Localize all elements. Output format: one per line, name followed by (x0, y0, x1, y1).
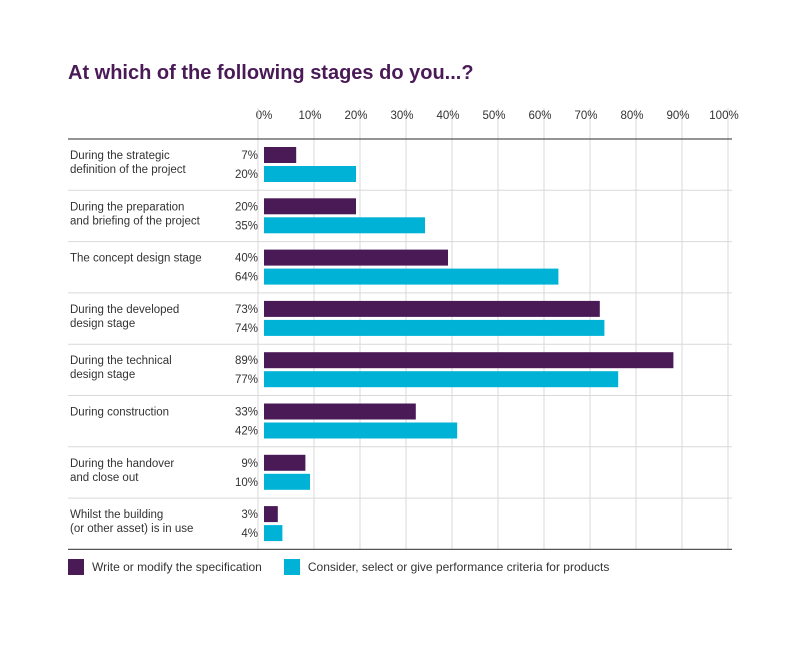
x-tick-label: 60% (528, 110, 551, 122)
bar-series-1 (264, 147, 297, 163)
data-label-series-1: 9% (241, 458, 258, 470)
category-label-line: The concept design stage (70, 253, 202, 265)
category-label-line: During the developed (70, 304, 179, 316)
category-label-line: During the preparation (70, 201, 184, 213)
legend-swatch-series-2 (283, 559, 300, 575)
category-label-line: definition of the project (70, 164, 187, 176)
bar-series-2 (264, 268, 559, 285)
category-label-line: During the strategic (70, 150, 170, 162)
data-label-series-1: 73% (235, 304, 258, 316)
legend: Write or modify the specification Consid… (68, 559, 631, 575)
x-tick-label: 40% (436, 110, 459, 122)
bar-series-1 (264, 300, 600, 317)
bar-series-1 (264, 249, 448, 266)
x-tick-label: 50% (482, 110, 505, 122)
x-tick-label: 30% (390, 110, 413, 122)
bar-series-1 (264, 352, 674, 369)
x-tick-label: 10% (298, 110, 321, 122)
legend-item-series-1: Write or modify the specification (68, 559, 262, 575)
x-tick-label: 80% (620, 110, 643, 122)
x-tick-label: 90% (666, 110, 689, 122)
bar-series-2 (264, 217, 425, 234)
data-label-series-2: 74% (235, 323, 258, 335)
category-label: During construction (70, 407, 169, 419)
chart-title: At which of the following stages do you.… (68, 62, 474, 84)
data-label-series-1: 20% (235, 201, 258, 213)
legend-label-series-2: Consider, select or give performance cri… (307, 560, 610, 574)
data-label-series-2: 35% (235, 220, 258, 232)
bar-series-2 (264, 525, 283, 542)
category-label: The concept design stage (70, 253, 202, 265)
category-label-line: design stage (70, 318, 135, 330)
category-label-line: During the handover (70, 458, 174, 470)
bar-series-2 (264, 473, 310, 490)
category-label-line: During the technical (70, 355, 172, 367)
category-label: During the strategic definition of the pr… (70, 150, 187, 176)
x-tick-label: 70% (574, 110, 597, 122)
data-label-series-2: 42% (235, 426, 258, 438)
x-tick-label: 100% (709, 110, 738, 122)
category-label-line: and close out (70, 472, 139, 484)
data-label-series-1: 7% (241, 150, 258, 162)
category-label: During the developed design stage (70, 304, 179, 330)
data-label-series-2: 77% (235, 374, 258, 386)
category-label-line: During construction (70, 407, 169, 419)
data-label-series-2: 4% (241, 528, 258, 540)
bar-series-2 (264, 319, 605, 336)
category-label: During the technical design stage (70, 355, 172, 381)
data-label-series-1: 33% (235, 407, 258, 419)
bar-series-1 (264, 454, 306, 471)
category-label: Whilst the building (or other asset) is i… (70, 509, 193, 535)
category-label-line: and briefing of the project (70, 215, 201, 227)
data-label-series-2: 10% (235, 477, 258, 489)
data-label-series-1: 40% (235, 253, 258, 265)
legend-item-series-2: Consider, select or give performance cri… (283, 559, 610, 575)
category-label-line: design stage (70, 369, 135, 381)
category-label: During the preparation and briefing of th… (70, 201, 201, 227)
category-label: During the handover and close out (70, 458, 174, 484)
legend-label-series-1: Write or modify the specification (92, 560, 262, 574)
data-label-series-1: 3% (241, 509, 258, 521)
category-label-line: Whilst the building (70, 509, 163, 521)
data-label-series-2: 64% (235, 272, 258, 284)
bar-series-2 (264, 166, 356, 182)
bar-series-1 (264, 403, 416, 420)
x-tick-label: 20% (344, 110, 367, 122)
bar-series-1 (264, 198, 356, 215)
bar-series-2 (264, 422, 458, 439)
category-label-line: (or other asset) is in use (70, 523, 193, 535)
bar-series-1 (264, 506, 278, 523)
data-label-series-2: 20% (235, 169, 258, 181)
bar-series-2 (264, 371, 619, 388)
legend-swatch-series-1 (68, 559, 84, 575)
x-tick-label: 0% (256, 110, 273, 122)
data-label-series-1: 89% (235, 355, 258, 367)
